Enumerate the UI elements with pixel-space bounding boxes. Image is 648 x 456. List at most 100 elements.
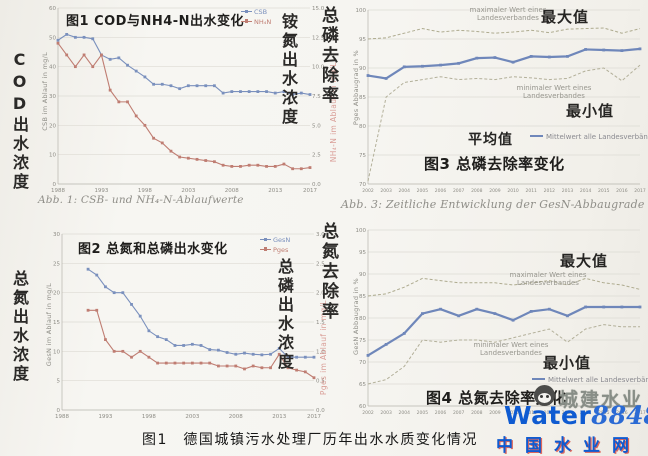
svg-text:1988: 1988	[55, 414, 69, 420]
svg-text:2005: 2005	[417, 410, 429, 416]
svg-text:5.0: 5.0	[312, 123, 321, 129]
svg-text:100: 100	[356, 8, 367, 14]
svg-text:2002: 2002	[362, 410, 374, 416]
chart1-cod-nh4n-figure: 0 10 20 30 40 50 60 0.0 2.5 5.0 7.5 10.0 12.5 15.0 198…	[49, 6, 325, 194]
chart1-left-axis-title: CSB im Ablauf in mg/L	[41, 52, 49, 131]
svg-text:2.5: 2.5	[312, 153, 321, 159]
svg-text:2008: 2008	[225, 188, 239, 194]
svg-text:5: 5	[57, 379, 61, 385]
mittelwert-legend-marker-icon	[530, 135, 543, 137]
chart1-legend-nh4n: NH₄N	[254, 17, 272, 26]
svg-text:70: 70	[359, 360, 366, 366]
chart1-title: 图1 COD与NH4-N出水变化	[66, 14, 245, 29]
svg-text:10: 10	[53, 349, 60, 355]
svg-text:2011: 2011	[525, 410, 537, 416]
watermark-site-word: Water	[504, 401, 592, 430]
svg-text:2008: 2008	[229, 414, 243, 420]
chart3-min-cn-label: 最小值	[566, 102, 615, 120]
chart1-legend-csb: CSB	[254, 8, 268, 16]
svg-text:0.0: 0.0	[312, 182, 321, 188]
svg-text:2014: 2014	[580, 410, 592, 416]
svg-text:2012: 2012	[544, 188, 556, 194]
chart3-pges-removal-figure: 70 75 80 85 90 95 100 2002 2003 2004 2005 2006 2007 2…	[356, 8, 646, 194]
svg-text:2010: 2010	[507, 188, 519, 194]
svg-text:90: 90	[359, 66, 366, 72]
svg-text:2016: 2016	[616, 410, 628, 416]
svg-text:85: 85	[359, 294, 366, 300]
svg-text:2016: 2016	[616, 188, 628, 194]
svg-text:20: 20	[53, 291, 60, 297]
svg-text:2014: 2014	[580, 188, 592, 194]
svg-text:3.0: 3.0	[316, 232, 325, 238]
chart2-left-axis-title: GesN im Ablauf in mg/L	[45, 283, 53, 367]
svg-text:0: 0	[57, 408, 61, 414]
svg-text:2003: 2003	[181, 188, 195, 194]
chart1-left-cn-label: COD出水浓度	[10, 50, 29, 192]
svg-text:2017: 2017	[634, 410, 646, 416]
watermark-site-cn: 中国水业网	[496, 436, 641, 456]
chart2-title: 图2 总氮和总磷出水变化	[78, 242, 228, 257]
svg-text:2004: 2004	[399, 410, 411, 416]
svg-text:80: 80	[359, 316, 366, 322]
chart4-gesn-removal-figure: 60 65 70 75 80 85 90 95 100 2002 2003 2004 2005 2006 2…	[356, 228, 646, 416]
svg-text:60: 60	[49, 6, 56, 12]
svg-text:85: 85	[359, 95, 366, 101]
svg-text:2002: 2002	[362, 188, 374, 194]
svg-text:2012: 2012	[544, 410, 556, 416]
chart4-max-annotation: maximaler Wert eines Landesverbandes	[509, 271, 587, 288]
svg-text:2007: 2007	[453, 410, 465, 416]
svg-text:2013: 2013	[562, 410, 574, 416]
watermark-brand: 城建水业	[559, 389, 644, 411]
svg-text:2008: 2008	[471, 188, 483, 194]
svg-text:75: 75	[359, 153, 366, 159]
chart3-left-cn-label: 总磷去除率	[318, 6, 338, 106]
watermark-site: Water8848.com	[504, 401, 648, 430]
svg-text:2015: 2015	[598, 188, 610, 194]
svg-text:15.0: 15.0	[312, 6, 325, 12]
svg-text:2015: 2015	[598, 410, 610, 416]
svg-text:0.0: 0.0	[316, 408, 325, 414]
panda-logo-icon	[534, 385, 555, 406]
svg-text:1.5: 1.5	[316, 320, 325, 326]
svg-text:1988: 1988	[51, 188, 65, 194]
svg-text:50: 50	[49, 35, 56, 41]
svg-text:2005: 2005	[417, 188, 429, 194]
chart3-max-annotation: maximaler Wert eines Landesverbandes	[469, 6, 547, 23]
svg-text:2.5: 2.5	[316, 261, 325, 267]
svg-text:100: 100	[356, 228, 367, 234]
mittelwert-legend-marker-icon	[532, 378, 545, 380]
chart3-avg-cn-label: 平均值	[468, 132, 513, 148]
chart4-left-cn-label: 总氮去除率	[318, 222, 338, 322]
svg-text:2009: 2009	[489, 188, 501, 194]
svg-text:2003: 2003	[380, 188, 392, 194]
svg-text:70: 70	[359, 182, 366, 188]
svg-text:20: 20	[49, 123, 56, 129]
svg-text:25: 25	[53, 261, 60, 267]
svg-text:80: 80	[359, 124, 366, 130]
chart2-left-cn-label: 总氮出水浓度	[10, 270, 29, 384]
svg-text:2003: 2003	[185, 414, 199, 420]
svg-text:2006: 2006	[435, 410, 447, 416]
svg-text:1993: 1993	[98, 414, 112, 420]
chart2-legend-gesn: GesN	[273, 236, 291, 244]
nh4n-legend-marker-icon	[241, 19, 252, 23]
chart1-right-cn-label: 铵氮出水浓度	[279, 13, 298, 127]
svg-text:1998: 1998	[142, 414, 156, 420]
chart4-min-cn-label: 最小值	[543, 354, 592, 372]
svg-text:2011: 2011	[525, 188, 537, 194]
chart3-left-axis-title: Pges Abbaugrad in %	[352, 50, 360, 126]
svg-text:2013: 2013	[268, 188, 282, 194]
chart3-min-annotation: minimaler Wert eines Landesverbandes	[516, 84, 592, 101]
svg-text:2017: 2017	[303, 188, 317, 194]
svg-text:12.5: 12.5	[312, 35, 325, 41]
svg-text:1993: 1993	[94, 188, 108, 194]
svg-text:2017: 2017	[307, 414, 321, 420]
figure-caption: 图1 德国城镇污水处理厂历年出水水质变化情况	[142, 432, 478, 448]
chart4-legend: Mittelwert alle Landesverbände	[532, 376, 648, 384]
svg-text:2008: 2008	[471, 410, 483, 416]
svg-text:2006: 2006	[435, 188, 447, 194]
chart4-title: 图4 总氮去除率变化	[426, 389, 567, 407]
svg-text:2003: 2003	[380, 410, 392, 416]
svg-text:10.0: 10.0	[312, 65, 325, 71]
